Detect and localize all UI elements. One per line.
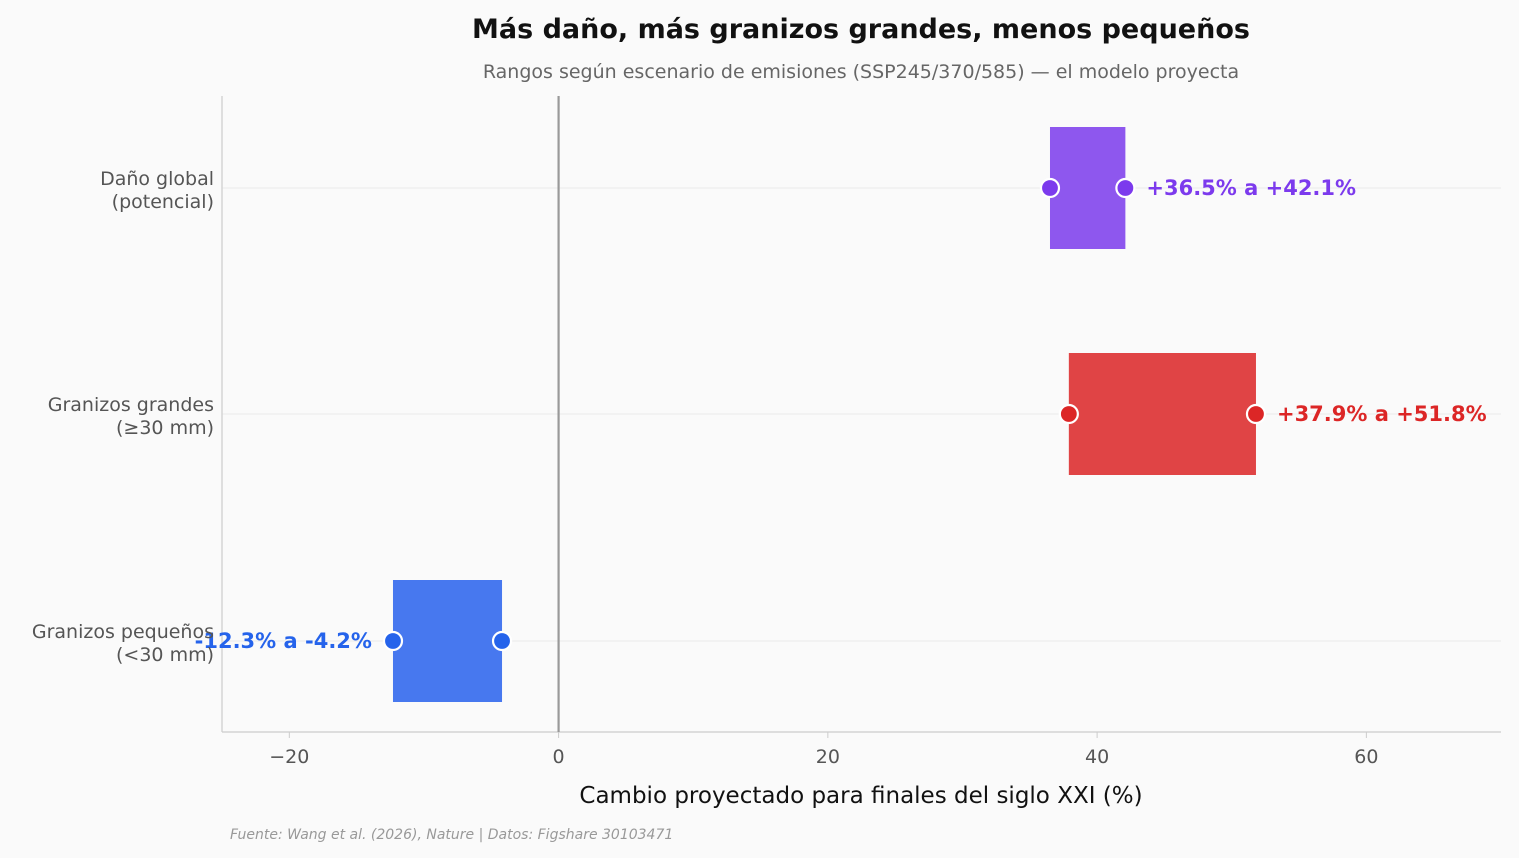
range-bar xyxy=(1049,127,1126,249)
range-high-dot xyxy=(491,630,513,652)
range-bars: +36.5% a +42.1% +37.9% a +51.8% -12.3% a -… xyxy=(195,127,1487,702)
x-axis-label: Cambio proyectado para finales del siglo… xyxy=(579,783,1142,809)
x-tick-label: 60 xyxy=(1354,746,1378,768)
range-bar xyxy=(392,580,503,702)
range-value-label: +36.5% a +42.1% xyxy=(1146,176,1356,200)
category-label-line: Granizos grandes xyxy=(48,394,214,416)
category-label-line: (≥30 mm) xyxy=(116,417,214,439)
range-bar xyxy=(1068,353,1256,475)
axes xyxy=(221,96,1501,733)
x-tick-label: 0 xyxy=(553,746,565,768)
category-label: Daño global (potencial) xyxy=(100,168,214,213)
category-label-line: (potencial) xyxy=(112,191,214,213)
x-ticks: −20 0 20 40 60 xyxy=(269,732,1378,768)
range-value-label: -12.3% a -4.2% xyxy=(195,629,372,653)
chart-title: Más daño, más granizos grandes, menos pe… xyxy=(472,14,1250,45)
range-high-dot xyxy=(1115,177,1136,199)
range-low-dot xyxy=(382,630,404,652)
category-labels: Daño global (potencial) Granizos grandes (≥… xyxy=(32,168,214,666)
category-label: Granizos pequeños (<30 mm) xyxy=(32,621,214,666)
chart-subtitle: Rangos según escenario de emisiones (SSP… xyxy=(483,61,1239,83)
x-tick-label: −20 xyxy=(269,746,309,768)
category-label-line: Daño global xyxy=(100,168,214,190)
x-tick-label: 20 xyxy=(816,746,840,768)
source-note: Fuente: Wang et al. (2026), Nature | Dat… xyxy=(230,827,673,843)
range-value-label: +37.9% a +51.8% xyxy=(1277,402,1487,426)
x-tick-label: 40 xyxy=(1085,746,1109,768)
range-low-dot xyxy=(1058,403,1079,425)
category-label-line: (<30 mm) xyxy=(116,644,214,666)
category-label-line: Granizos pequeños xyxy=(32,621,214,643)
range-low-dot xyxy=(1039,177,1061,199)
category-label: Granizos grandes (≥30 mm) xyxy=(48,394,214,439)
range-high-dot xyxy=(1245,403,1267,425)
